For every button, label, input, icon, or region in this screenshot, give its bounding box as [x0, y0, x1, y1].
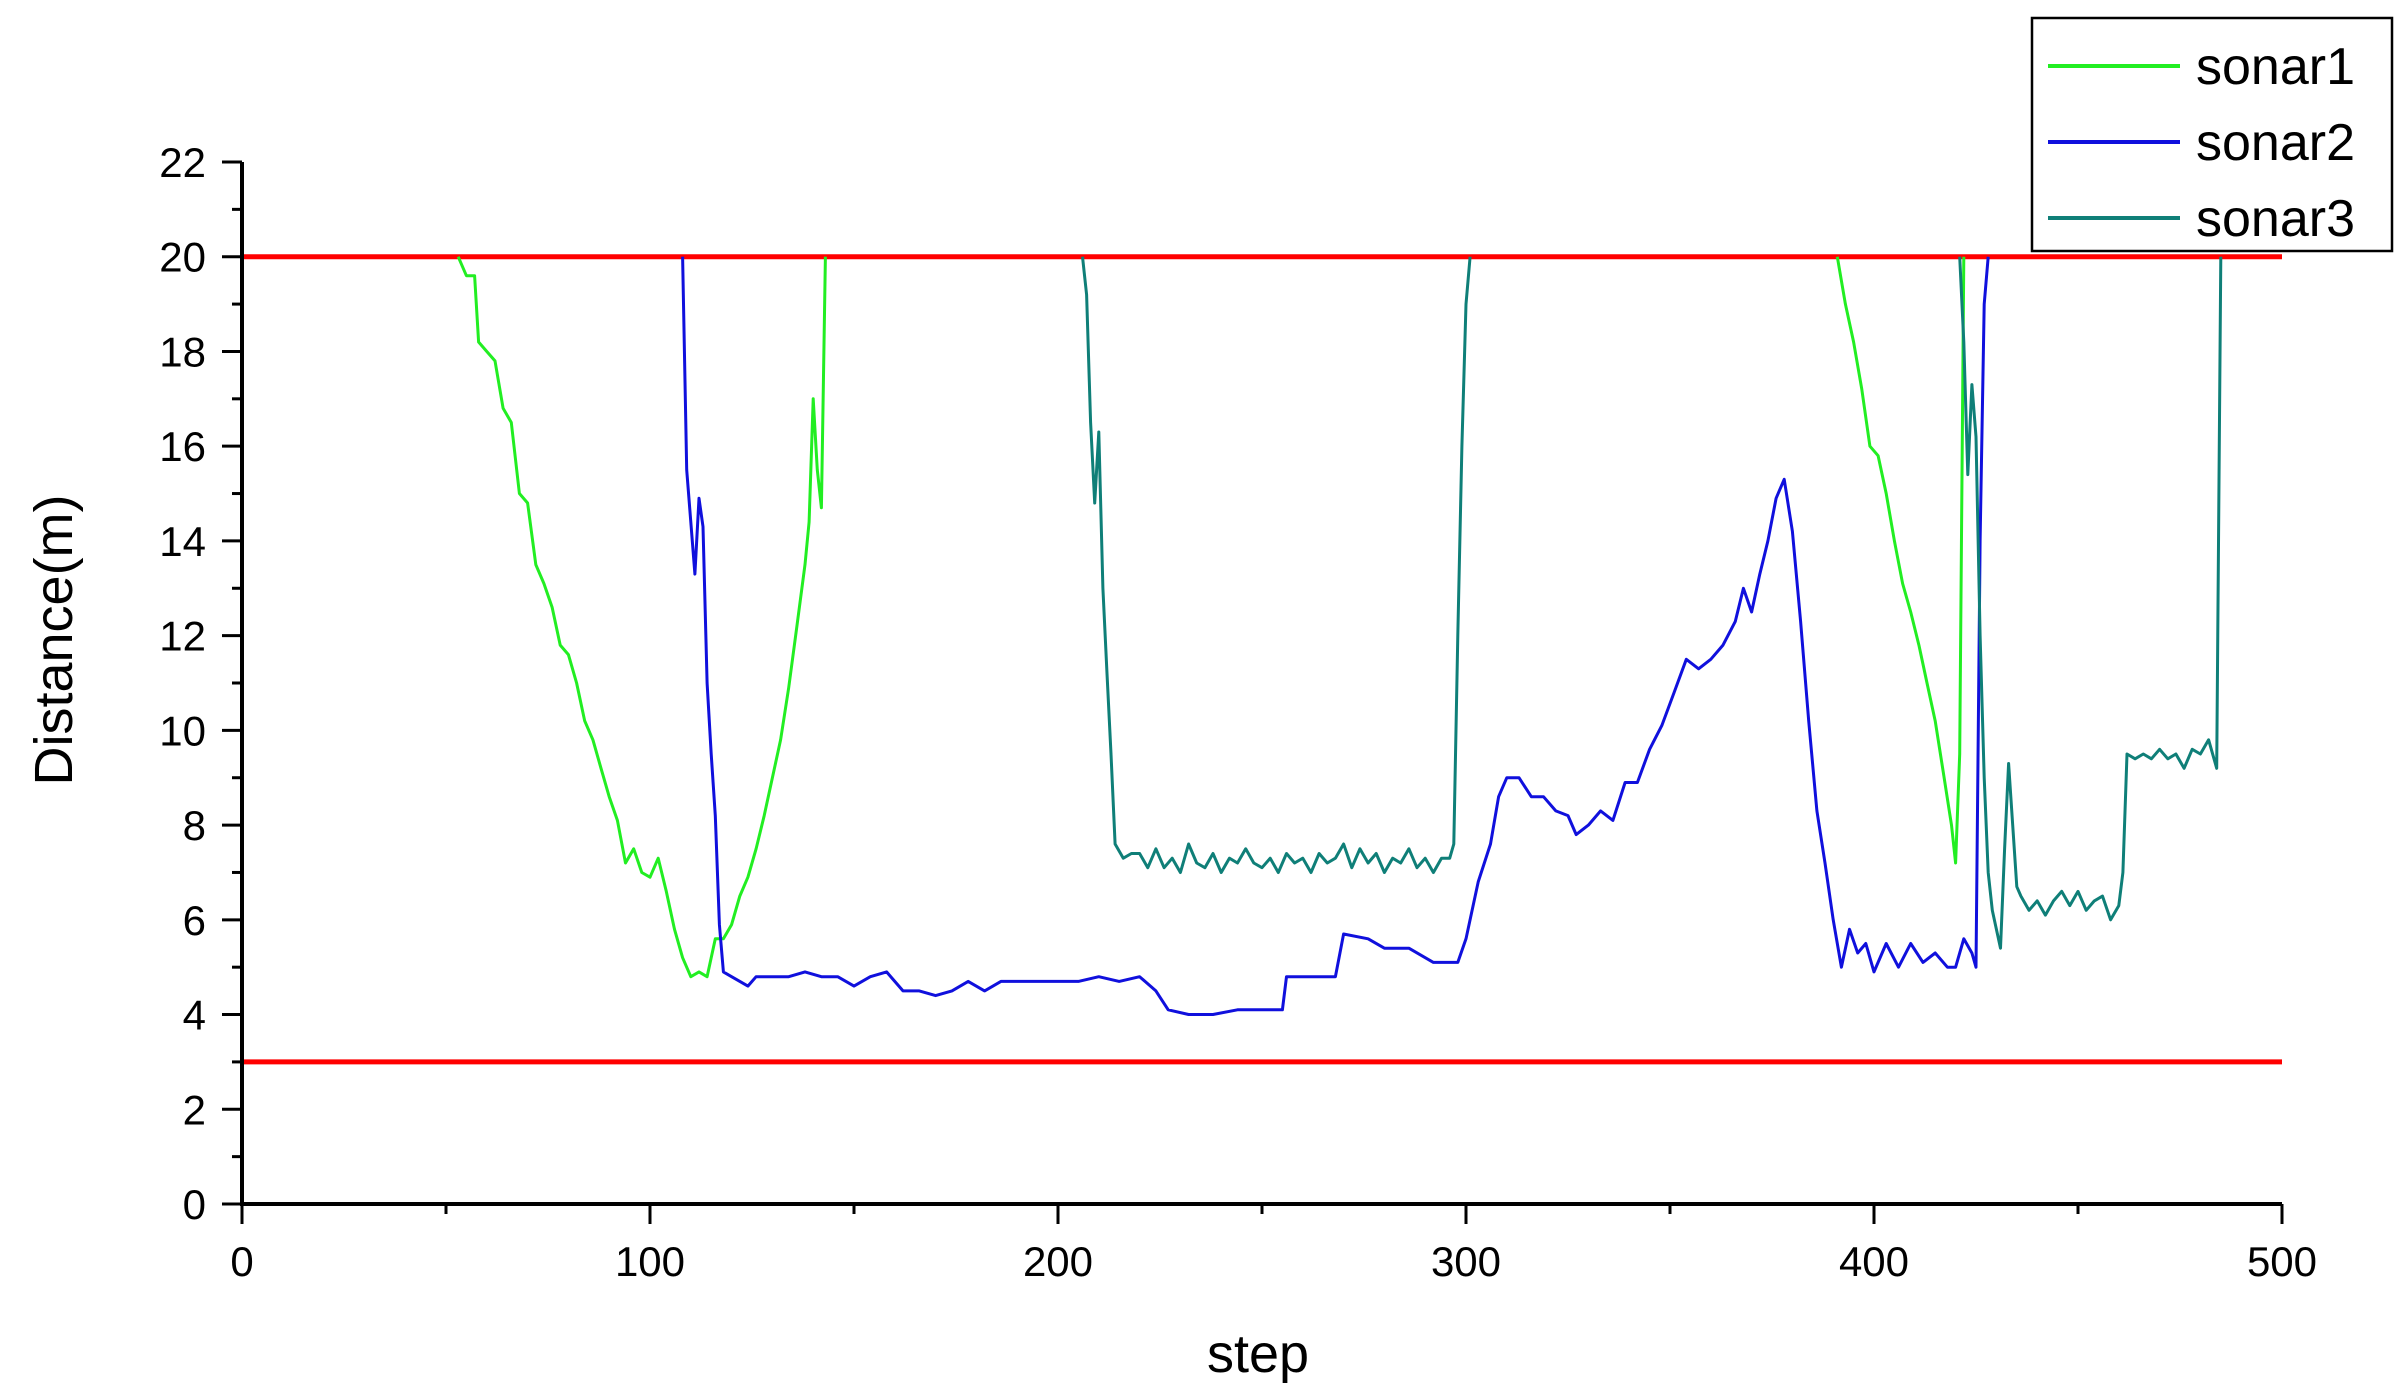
- x-tick-label: 300: [1431, 1238, 1501, 1285]
- y-tick-label: 2: [183, 1086, 206, 1133]
- y-tick-label: 0: [183, 1181, 206, 1228]
- legend-label-sonar1: sonar1: [2196, 38, 2355, 96]
- y-tick-label: 4: [183, 992, 206, 1039]
- legend-label-sonar3: sonar3: [2196, 190, 2355, 248]
- sonar3-line-segment-2: [1958, 256, 2223, 950]
- axes: 0 2 4 6 8 10 12 14 16 18 20 22 0 100 200 300 400 500: [159, 139, 2317, 1285]
- sonar2-line-segment-1: [681, 256, 1990, 1016]
- x-tick-label: 400: [1839, 1238, 1909, 1285]
- sonar1-line-segment-1: [456, 256, 827, 979]
- y-tick-label: 10: [159, 707, 206, 754]
- legend-label-sonar2: sonar2: [2196, 114, 2355, 172]
- y-tick-label: 16: [159, 423, 206, 470]
- sonar3-line-segment-1: [1081, 256, 1472, 874]
- legend: sonar1 sonar2 sonar3: [2030, 16, 2394, 253]
- y-axis-label: Distance(m): [24, 494, 84, 785]
- y-tick-label: 18: [159, 328, 206, 375]
- y-tick-label: 12: [159, 613, 206, 660]
- reference-lines: [242, 254, 2282, 1065]
- y-tick-label: 20: [159, 234, 206, 281]
- y-tick-label: 14: [159, 518, 206, 565]
- x-axis-label: step: [1207, 1324, 1309, 1384]
- x-tick-label: 200: [1023, 1238, 1093, 1285]
- y-tick-label: 8: [183, 802, 206, 849]
- sonar1-line-segment-2: [1835, 256, 1966, 865]
- legend-box: [2030, 16, 2394, 253]
- x-tick-label: 500: [2247, 1238, 2317, 1285]
- y-tick-label: 22: [159, 139, 206, 186]
- y-tick-label: 6: [183, 897, 206, 944]
- x-tick-label: 0: [230, 1238, 253, 1285]
- series-lines: [456, 256, 2223, 1016]
- x-tick-label: 100: [615, 1238, 685, 1285]
